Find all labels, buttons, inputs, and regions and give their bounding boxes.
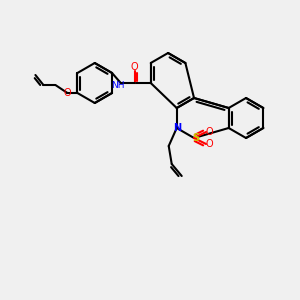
Text: O: O [64,88,71,98]
Text: O: O [131,62,139,72]
Text: S: S [193,133,200,143]
Text: O: O [205,127,213,137]
Text: NH: NH [111,82,124,91]
Text: N: N [173,123,181,133]
Text: O: O [205,139,213,149]
